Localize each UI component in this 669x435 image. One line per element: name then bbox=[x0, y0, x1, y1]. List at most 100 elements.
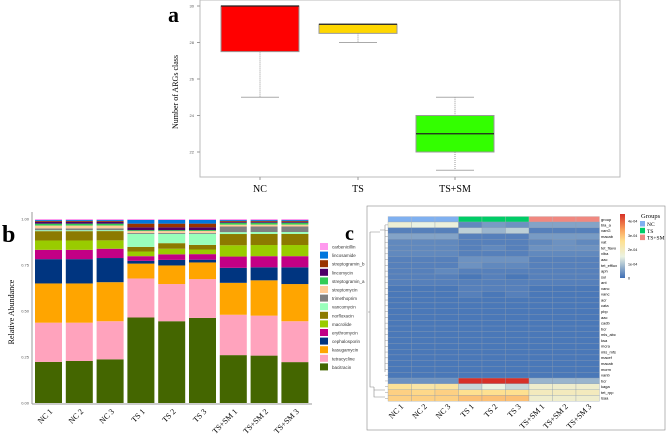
heatmap-cell bbox=[411, 377, 436, 384]
row-label: aac bbox=[601, 257, 607, 262]
row-label: tet_rpp bbox=[601, 390, 614, 395]
bar-segment-carbenicillin bbox=[250, 219, 278, 220]
heatmap-cell bbox=[528, 320, 553, 327]
bar-segment-lincosamide bbox=[158, 219, 186, 224]
heatmap-cell bbox=[387, 291, 412, 298]
heatmap-cell bbox=[411, 325, 436, 332]
bar-segment-tetracycline bbox=[127, 278, 155, 318]
heatmap-cell bbox=[505, 221, 530, 228]
heatmap-cell bbox=[575, 337, 600, 344]
heatmap-cell bbox=[387, 314, 412, 321]
heatmap-cell bbox=[458, 262, 483, 269]
bar-segment-streptogramin_b bbox=[219, 220, 247, 222]
heatmap-cell bbox=[481, 343, 506, 350]
bar-segment-lincosamide bbox=[127, 219, 155, 224]
heatmap-cell bbox=[458, 244, 483, 252]
heatmap-cell bbox=[434, 360, 459, 367]
heatmap-cell bbox=[481, 308, 506, 315]
heatmap-cell bbox=[434, 239, 459, 246]
heatmap-cell bbox=[552, 331, 577, 338]
legend-swatch-tetracycline bbox=[320, 354, 328, 362]
legend-label: trimethoprim bbox=[332, 296, 357, 301]
bar-segment-lincomycin bbox=[250, 221, 278, 223]
row-label: acr bbox=[601, 297, 607, 302]
bar-segment-norfloxacin bbox=[65, 231, 93, 241]
x-tick-label-b: TS 3 bbox=[191, 407, 208, 424]
heatmap-cell bbox=[528, 291, 553, 298]
bar-segment-streptogramin_a bbox=[127, 230, 155, 232]
heatmap-cell bbox=[528, 233, 553, 240]
heatmap-cell bbox=[434, 221, 459, 228]
heatmap-cell bbox=[387, 389, 412, 396]
heatmap-cell bbox=[528, 302, 553, 309]
heatmap-cell bbox=[458, 383, 483, 390]
heatmap-cell bbox=[434, 389, 459, 396]
bar-segment-erythromycin bbox=[158, 254, 186, 260]
heatmap-cell bbox=[481, 268, 506, 275]
heatmap-cell bbox=[481, 354, 506, 361]
heatmap-cell bbox=[528, 262, 553, 269]
heatmap-cell bbox=[458, 302, 483, 309]
legend-label: tetracycline bbox=[332, 356, 355, 361]
x-tick-label-b: TS 1 bbox=[130, 407, 147, 424]
bar-segment-streptogramin_a bbox=[35, 223, 62, 226]
row-label: pbp bbox=[601, 309, 608, 314]
heatmap-cell bbox=[528, 250, 553, 257]
heatmap-cell bbox=[528, 343, 553, 350]
heatmap-cell bbox=[575, 354, 600, 361]
bar-segment-streptogramin_a bbox=[65, 223, 93, 226]
legend-swatch-erythromycin bbox=[320, 329, 328, 336]
heatmap-cell bbox=[458, 354, 483, 361]
legend-swatch-vancomycin bbox=[320, 303, 328, 311]
heatmap-cell bbox=[552, 296, 577, 304]
row-label: vanG bbox=[601, 228, 611, 233]
heatmap-cell bbox=[434, 337, 459, 344]
legend-swatch-lincosamide bbox=[320, 251, 328, 259]
heatmap-cell bbox=[575, 233, 600, 240]
bar-segment-cephalosporin bbox=[158, 259, 186, 266]
bar-segment-macrolide bbox=[250, 245, 278, 257]
heatmap-cell bbox=[434, 372, 459, 379]
heatmap-cell bbox=[411, 233, 436, 240]
bar-segment-streptogramin_b bbox=[158, 223, 186, 228]
panel-label-b: b bbox=[2, 222, 15, 248]
bar-segment-lincomycin bbox=[281, 221, 309, 223]
heatmap-cell bbox=[458, 314, 483, 321]
row-label: vanb bbox=[601, 373, 610, 378]
bar-segment-bacitracin bbox=[127, 317, 155, 403]
bar-segment-trimethoprim bbox=[281, 226, 309, 233]
bar-segment-streptogramin_a bbox=[96, 223, 124, 226]
bar-segment-lincomycin bbox=[35, 221, 62, 224]
x-tick-label-b: TS+SM 3 bbox=[272, 407, 301, 435]
group-annotation-cell bbox=[481, 216, 506, 223]
bar-segment-lincomycin bbox=[158, 227, 186, 231]
heatmap-cell bbox=[411, 337, 436, 344]
bar-segment-tetracycline bbox=[250, 315, 278, 356]
heatmap-cell bbox=[481, 366, 506, 373]
heatmap-cell bbox=[387, 302, 412, 309]
heatmap-cell bbox=[411, 395, 436, 402]
heatmap-cell bbox=[434, 366, 459, 373]
bar-segment-norfloxacin bbox=[35, 231, 62, 241]
y-tick-label-b: 1.00 bbox=[21, 217, 30, 222]
heatmap-cell bbox=[387, 331, 412, 338]
heatmap-cell bbox=[505, 343, 530, 350]
heatmap-cell bbox=[434, 262, 459, 269]
heatmap-cell bbox=[434, 285, 459, 292]
heatmap-cell bbox=[434, 279, 459, 286]
colorbar-tick-label: 2e-04 bbox=[628, 248, 637, 252]
heatmap-cell bbox=[434, 233, 459, 240]
groups-legend-swatch bbox=[640, 227, 645, 234]
heatmap-cell bbox=[387, 349, 412, 356]
y-tick-label-a: 28 bbox=[190, 40, 195, 45]
heatmap-cell bbox=[387, 377, 412, 384]
heatmap-cell bbox=[434, 383, 459, 390]
heatmap-cell bbox=[481, 360, 506, 367]
bar-segment-trimethoprim bbox=[127, 232, 155, 234]
heatmap-cell bbox=[387, 366, 412, 373]
row-label: sul bbox=[601, 274, 606, 279]
bar-segment-kasugamycin bbox=[158, 265, 186, 285]
bar-segment-streptogramin_a bbox=[189, 230, 216, 232]
box-NC bbox=[220, 5, 300, 53]
column-label: TS+SM 3 bbox=[565, 402, 594, 431]
